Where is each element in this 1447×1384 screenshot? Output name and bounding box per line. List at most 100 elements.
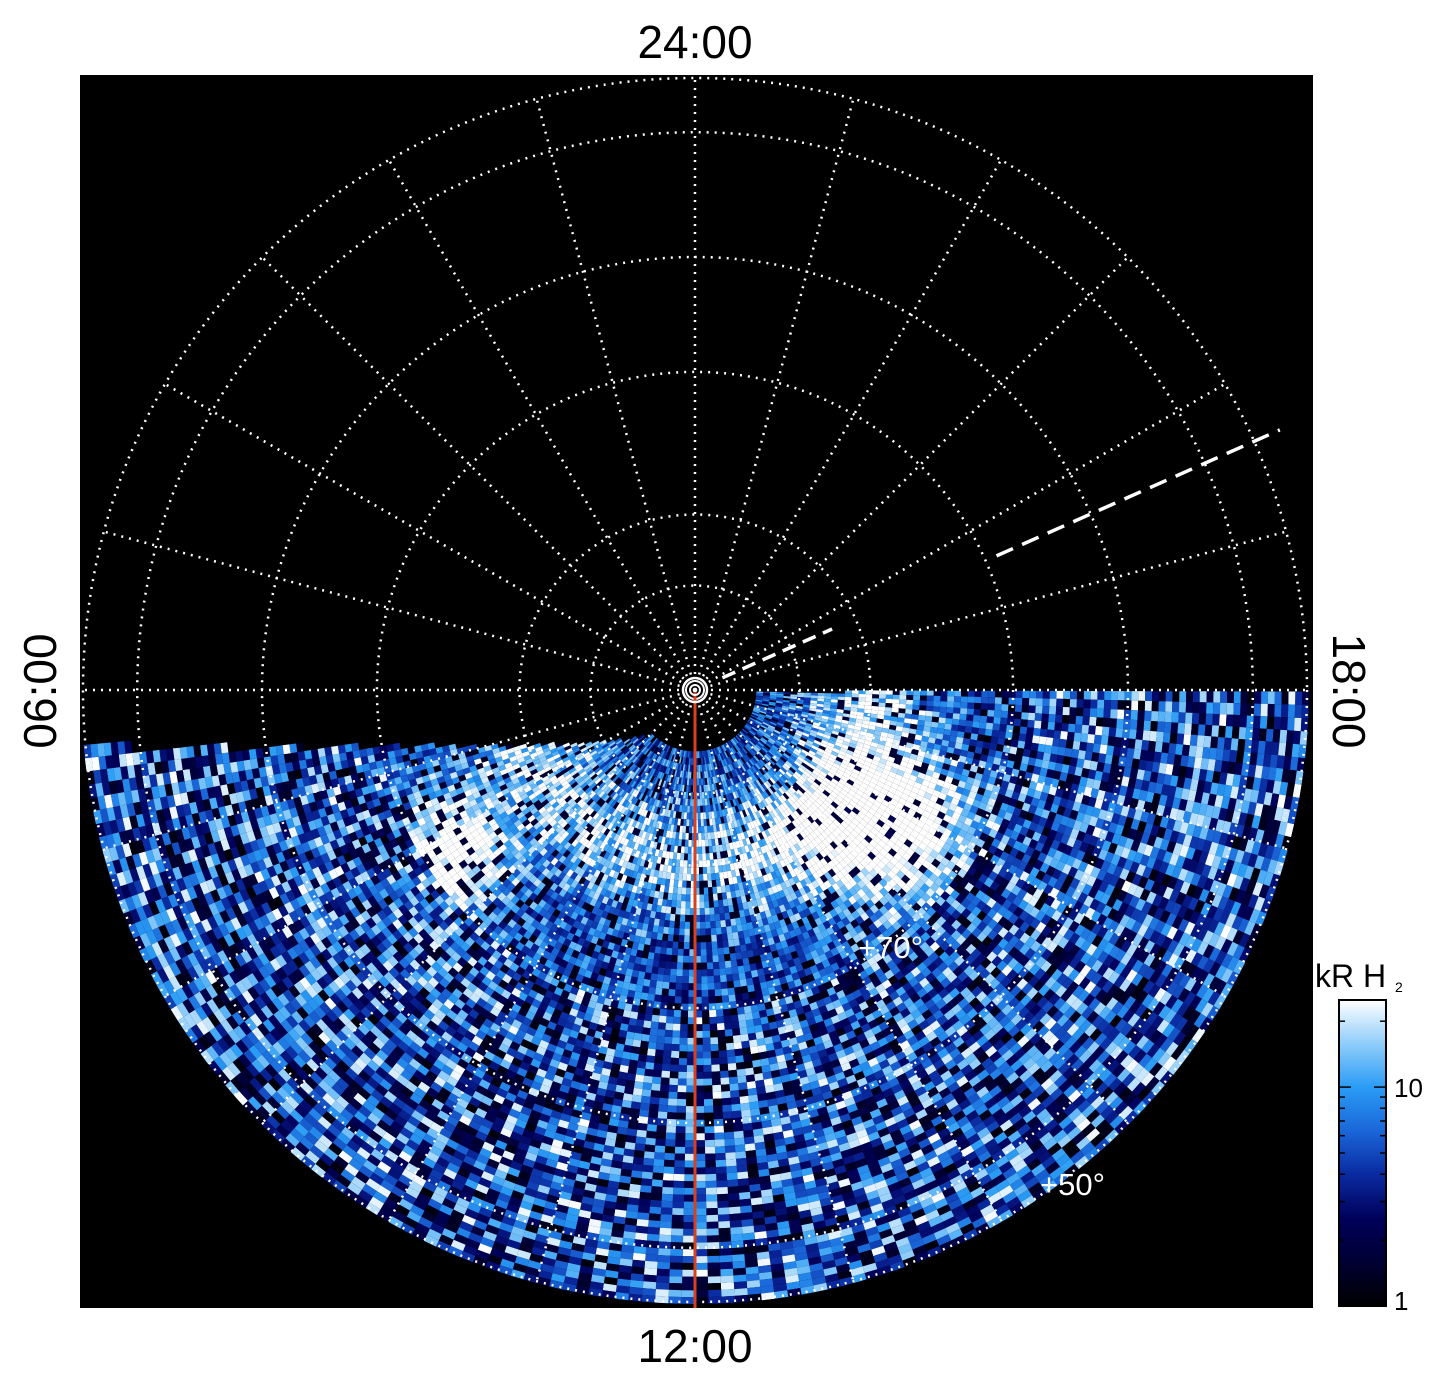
heatmap-cell bbox=[681, 996, 689, 1004]
heatmap-cell bbox=[797, 692, 805, 695]
heatmap-cell bbox=[763, 773, 770, 781]
heatmap-cell bbox=[645, 773, 651, 781]
heatmap-cell bbox=[672, 893, 678, 901]
heatmap-cell bbox=[763, 790, 770, 798]
heatmap-cell bbox=[745, 735, 752, 741]
heatmap-cell bbox=[760, 707, 768, 712]
heatmap-cell bbox=[774, 707, 782, 712]
heatmap-cell bbox=[701, 833, 705, 840]
heatmap-cell bbox=[683, 942, 690, 950]
heatmap-cell bbox=[678, 811, 682, 819]
heatmap-cell bbox=[761, 702, 769, 705]
heatmap-cell bbox=[656, 807, 661, 815]
heatmap-cell bbox=[640, 762, 646, 770]
heatmap-cell bbox=[729, 1007, 738, 1016]
heatmap-cell bbox=[755, 720, 763, 725]
heatmap-cell bbox=[743, 786, 749, 795]
heatmap-cell bbox=[645, 803, 651, 811]
heatmap-cell bbox=[675, 982, 683, 990]
heatmap-cell bbox=[718, 809, 723, 818]
heatmap-cell bbox=[699, 792, 703, 800]
heatmap-cell bbox=[708, 996, 716, 1004]
heatmap-cell bbox=[603, 756, 610, 763]
heatmap-cell bbox=[386, 744, 394, 752]
heatmap-cell bbox=[624, 750, 631, 757]
heatmap-cell bbox=[625, 793, 632, 801]
heatmap-cell bbox=[679, 914, 686, 922]
heatmap-cell bbox=[631, 746, 638, 753]
heatmap-cell bbox=[605, 748, 613, 755]
heatmap-cell bbox=[594, 756, 602, 763]
heatmap-cell bbox=[711, 941, 718, 949]
heatmap-cell bbox=[685, 901, 691, 909]
heatmap-cell bbox=[636, 776, 642, 784]
heatmap-cell bbox=[735, 744, 741, 751]
heatmap-cell bbox=[624, 739, 632, 746]
heatmap-cell bbox=[680, 763, 684, 771]
heatmap-cell bbox=[670, 968, 677, 976]
heatmap-cell bbox=[685, 771, 688, 779]
heatmap-cell bbox=[746, 769, 752, 777]
heatmap-cell bbox=[729, 799, 735, 808]
heatmap-cell bbox=[814, 716, 822, 722]
heatmap-cell bbox=[675, 811, 679, 819]
heatmap-cell bbox=[666, 753, 671, 760]
heatmap-cell bbox=[939, 706, 947, 713]
heatmap-cell bbox=[679, 928, 685, 936]
heatmap-cell bbox=[712, 748, 716, 756]
heatmap-cell bbox=[718, 961, 726, 969]
heatmap-cell bbox=[755, 787, 761, 795]
heatmap-cell bbox=[602, 766, 610, 774]
heatmap-cell bbox=[750, 728, 758, 734]
heatmap-cell bbox=[682, 962, 690, 970]
heatmap-cell bbox=[809, 732, 817, 738]
heatmap-cell bbox=[650, 805, 656, 813]
heatmap-cell bbox=[933, 701, 941, 707]
heatmap-cell bbox=[729, 953, 737, 961]
heatmap-cell bbox=[679, 798, 684, 806]
heatmap-cell bbox=[959, 713, 967, 721]
heatmap-cell bbox=[790, 764, 798, 772]
heatmap-cell bbox=[723, 780, 728, 788]
heatmap-cell bbox=[726, 974, 734, 982]
heatmap-cell bbox=[761, 703, 769, 707]
heatmap-cell bbox=[744, 770, 750, 778]
heatmap-cell bbox=[791, 752, 799, 759]
heatmap-cell bbox=[970, 733, 979, 741]
heatmap-cell bbox=[781, 728, 789, 734]
heatmap-cell bbox=[686, 764, 689, 772]
heatmap-cell bbox=[773, 782, 781, 790]
heatmap-cell bbox=[892, 699, 900, 704]
heatmap-cell bbox=[639, 753, 646, 761]
heatmap-cell bbox=[681, 887, 687, 895]
heatmap-cell bbox=[664, 745, 670, 752]
heatmap-cell bbox=[957, 725, 966, 733]
heatmap-cell bbox=[784, 750, 792, 757]
heatmap-cell bbox=[702, 805, 706, 813]
heatmap-cell bbox=[698, 867, 703, 875]
heatmap-cell bbox=[812, 722, 821, 727]
heatmap-cell bbox=[750, 749, 757, 756]
heatmap-cell bbox=[670, 775, 674, 783]
emission-heatmap bbox=[83, 690, 1309, 1304]
heatmap-cell bbox=[679, 805, 683, 813]
heatmap-cell bbox=[775, 780, 783, 788]
heatmap-cell bbox=[741, 756, 748, 763]
heatmap-cell bbox=[966, 708, 975, 715]
heatmap-cell bbox=[669, 796, 674, 804]
heatmap-cell bbox=[682, 798, 686, 806]
heatmap-cell bbox=[728, 771, 734, 779]
heatmap-cell bbox=[905, 704, 913, 710]
heatmap-cell bbox=[665, 760, 670, 767]
heatmap-cell bbox=[698, 758, 700, 765]
heatmap-cell bbox=[675, 769, 680, 777]
heatmap-cell bbox=[789, 700, 797, 704]
heatmap-cell bbox=[721, 988, 729, 996]
heatmap-cell bbox=[666, 767, 671, 775]
heatmap-cell bbox=[754, 803, 761, 812]
heatmap-cell bbox=[904, 713, 912, 719]
heatmap-cell bbox=[764, 732, 771, 738]
heatmap-cell bbox=[769, 736, 777, 742]
heatmap-cell bbox=[718, 753, 723, 761]
heatmap-cell bbox=[664, 774, 669, 782]
